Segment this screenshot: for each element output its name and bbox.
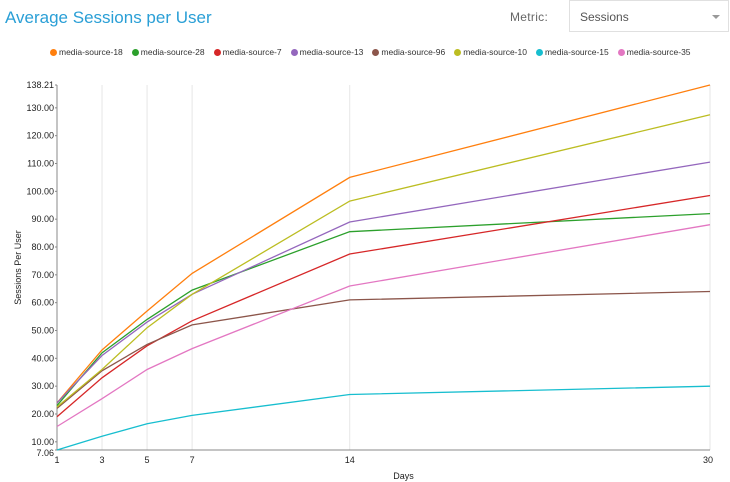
legend-item[interactable]: media-source-10 [454,45,527,59]
x-tick-label: 3 [100,455,105,465]
y-tick-label: 10.00 [31,437,54,447]
legend-label: media-source-18 [59,47,123,57]
y-tick-label: 30.00 [31,381,54,391]
y-tick-label: 60.00 [31,298,54,308]
y-tick-label: 90.00 [31,214,54,224]
y-axis-title: Sessions Per User [13,230,23,305]
legend-label: media-source-13 [299,47,364,57]
series-line-media-source-13 [56,161,711,404]
y-tick-label: 130.00 [26,103,54,113]
y-tick-label: 80.00 [31,242,54,252]
legend-dot-icon [454,48,462,56]
legend-dot-icon [372,48,380,56]
series-line-media-source-7 [56,194,711,418]
series-line-media-source-18 [56,84,711,404]
legend-label: media-source-10 [463,47,527,57]
series-line-media-source-35 [56,224,711,428]
x-axis-title: Days [393,471,414,481]
legend-item[interactable]: media-source-28 [131,45,205,59]
x-tick-label: 7 [190,455,195,465]
y-tick-label: 40.00 [31,353,54,363]
legend-item[interactable]: media-source-35 [617,45,691,59]
metric-label: Metric: [510,10,549,24]
y-tick-label: 138.21 [26,80,54,90]
y-tick-label: 100.00 [26,186,54,196]
y-tick-label: 20.00 [31,409,54,419]
legend-dot-icon [50,48,57,56]
legend-label: media-source-35 [626,47,691,57]
y-tick-label: 110.00 [27,159,54,169]
y-tick-label: 50.00 [31,325,54,335]
metric-dropdown[interactable]: Sessions [569,0,729,32]
series-line-media-source-96 [56,290,711,409]
legend-item[interactable]: media-source-18 [50,45,123,59]
chevron-down-icon [712,15,720,19]
legend-item[interactable]: media-source-15 [535,45,609,59]
legend-label: media-source-28 [140,47,205,57]
x-tick-label: 1 [54,455,59,465]
legend-item[interactable]: media-source-7 [213,45,282,59]
legend-label: media-source-7 [222,47,282,57]
x-tick-label: 14 [345,455,355,465]
series-line-media-source-15 [56,385,711,451]
legend-label: media-source-15 [544,47,609,57]
legend-dot-icon [131,48,139,56]
series-line-media-source-10 [56,114,711,408]
x-tick-label: 30 [703,455,713,465]
y-tick-label: 120.00 [26,131,54,141]
legend-item[interactable]: media-source-13 [290,45,364,59]
legend-dot-icon [213,48,221,56]
page-title: Average Sessions per User [5,8,212,27]
metric-selected-value: Sessions [580,10,629,24]
legend-dot-icon [535,48,543,56]
legend-item[interactable]: media-source-96 [372,45,445,59]
series-line-media-source-28 [56,212,711,407]
y-tick-label: 70.00 [31,270,54,280]
x-tick-label: 5 [145,455,150,465]
legend-dot-icon [290,48,298,56]
chart-legend: media-source-18 media-source-28 media-sour… [50,45,700,59]
legend-dot-icon [617,48,625,56]
y-tick-label: 7.06 [36,448,54,458]
legend-label: media-source-96 [381,47,446,57]
